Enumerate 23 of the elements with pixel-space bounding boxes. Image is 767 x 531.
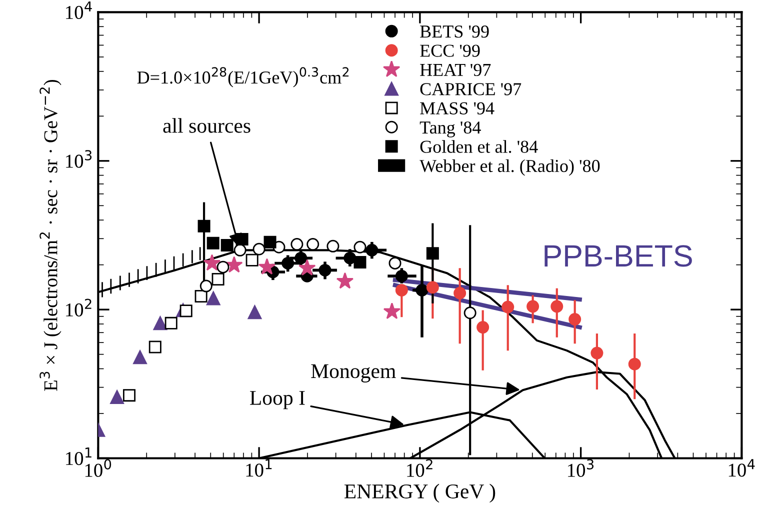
- legend-label: Golden et al. '84: [420, 140, 538, 153]
- legend-label: CAPRICE '97: [420, 83, 522, 96]
- y-tick-label: 10$^{4}$: [66, 1, 92, 20]
- y-tick-label: 10$^{2}$: [66, 298, 92, 316]
- x-axis-title: ENERGY ( GeV ): [344, 484, 496, 503]
- annotation: all sources: [163, 118, 250, 133]
- legend-label: ECC '99: [420, 44, 480, 57]
- y-tick-label: 10$^{3}$: [66, 150, 92, 168]
- x-tick-label: 10$^{4}$: [728, 459, 755, 477]
- legend-label: Tang '84: [420, 121, 481, 138]
- annotation: Loop I: [250, 391, 305, 410]
- annotation: D=1.0×10$^{28}$(E/1GeV)$^{0.3}$cm$^{2}$: [137, 67, 349, 88]
- x-tick-label: 10$^{2}$: [407, 459, 432, 477]
- legend-label: Webber et al. (Radio) '80: [420, 159, 600, 176]
- y-axis-title: E$^{3}$ × J (electrons/m$^{2}$ · sec · sr · GeV$^{−2}$): [40, 80, 62, 391]
- x-tick-label: 10$^{1}$: [246, 459, 272, 477]
- legend-label: BETS '99: [420, 26, 489, 38]
- annotation: PPB-BETS: [544, 245, 692, 267]
- annotation: Monogem: [311, 364, 396, 382]
- x-tick-label: 10$^{0}$: [85, 459, 112, 477]
- legend-label: MASS '94: [420, 102, 494, 114]
- legend-label: HEAT '97: [420, 64, 491, 76]
- x-tick-label: 10$^{3}$: [568, 459, 594, 477]
